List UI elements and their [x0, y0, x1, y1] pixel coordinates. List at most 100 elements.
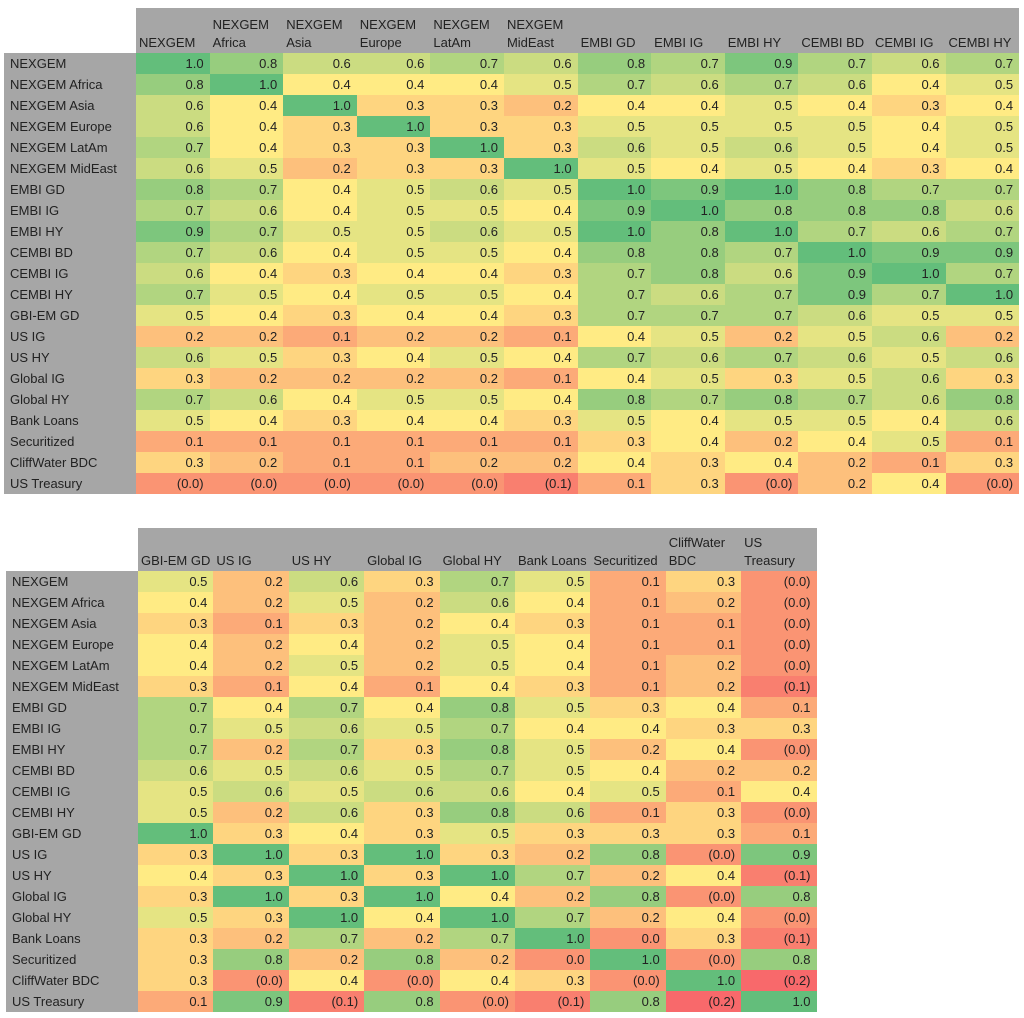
heatmap-cell: 0.2	[430, 326, 504, 347]
heatmap-cell: 0.4	[430, 305, 504, 326]
heatmap-cell: (0.1)	[741, 928, 817, 949]
heatmap-cell: 1.0	[136, 53, 210, 74]
row-header-cliffwater-bdc: CliffWater BDC	[4, 452, 136, 473]
heatmap-cell: 0.1	[503, 431, 578, 452]
row-header-cembi-bd: CEMBI BD	[6, 760, 138, 781]
heatmap-cell: 0.6	[577, 137, 652, 158]
heatmap-cell: 0.6	[209, 242, 284, 263]
table-row: CEMBI IG 0.5 0.6 0.5 0.6 0.6 0.4 0.5 0.1 0.4	[6, 781, 817, 802]
heatmap-cell: 0.7	[724, 284, 799, 305]
row-header-nexgem-europe: NEXGEM Europe	[6, 634, 138, 655]
heatmap-cell: 0.2	[590, 907, 666, 928]
heatmap-cell: 0.2	[209, 368, 284, 389]
heatmap-cell: 0.4	[138, 655, 214, 676]
heatmap-cell: 0.5	[945, 116, 1020, 137]
heatmap-cell: 0.2	[741, 760, 817, 781]
heatmap-cell: (0.0)	[741, 613, 817, 634]
heatmap-cell: 0.1	[364, 676, 440, 697]
heatmap-cell: 0.7	[651, 305, 725, 326]
row-header-cembi-ig: CEMBI IG	[4, 263, 136, 284]
heatmap-cell: 0.3	[503, 410, 578, 431]
heatmap-cell: 0.2	[724, 326, 799, 347]
heatmap-cell: 0.3	[356, 137, 431, 158]
heatmap-cell: 0.1	[213, 676, 289, 697]
heatmap-cell: 0.2	[213, 655, 289, 676]
heatmap-cell: 0.2	[209, 452, 284, 473]
table-row: EMBI IG 0.7 0.6 0.4 0.5 0.5 0.4 0.9 1.0 0.8 0.8 0.8…	[4, 200, 1020, 221]
heatmap-cell: 1.0	[288, 865, 365, 886]
table-row: NEXGEM Asia 0.3 0.1 0.3 0.2 0.4 0.3 0.1 0.1 (0.0)	[6, 613, 817, 634]
heatmap-cell: 0.1	[665, 781, 742, 802]
heatmap-cell: 0.7	[651, 389, 725, 410]
heatmap-cell: 1.0	[590, 949, 666, 970]
heatmap-cell: 0.7	[945, 221, 1020, 242]
heatmap-cell: 0.7	[439, 718, 515, 739]
heatmap-cell: 1.0	[741, 991, 817, 1012]
heatmap-cell: 0.5	[430, 242, 504, 263]
table-row: US HY 0.4 0.3 1.0 0.3 1.0 0.7 0.2 0.4 (0.1)	[6, 865, 817, 886]
heatmap-cell: 0.5	[577, 410, 652, 431]
heatmap-cell: 0.7	[136, 389, 210, 410]
heatmap-cell: 0.7	[138, 697, 214, 718]
table-row: NEXGEM Asia 0.6 0.4 1.0 0.3 0.3 0.2 0.4 0.4 0.5 0.…	[4, 95, 1020, 116]
heatmap-cell: 0.3	[283, 263, 357, 284]
row-header-nexgem-asia: NEXGEM Asia	[6, 613, 138, 634]
heatmap-cell: 0.8	[945, 389, 1020, 410]
row-header-nexgem-mideast: NEXGEM MidEast	[6, 676, 138, 697]
heatmap-cell: 0.7	[724, 74, 799, 95]
heatmap-cell: 0.7	[577, 305, 652, 326]
heatmap-cell: 0.6	[430, 179, 504, 200]
heatmap-cell: 0.6	[798, 347, 872, 368]
heatmap-cell: (0.1)	[503, 473, 578, 494]
heatmap-cell: 0.6	[288, 571, 365, 592]
heatmap-cell: 0.5	[138, 781, 214, 802]
heatmap-cell: 0.4	[651, 95, 725, 116]
heatmap-cell: 0.8	[871, 200, 946, 221]
heatmap-cell: 0.4	[356, 305, 431, 326]
heatmap-cell: 1.0	[798, 242, 872, 263]
heatmap-cell: 0.7	[138, 739, 214, 760]
row-header-bank-loans: Bank Loans	[4, 410, 136, 431]
heatmap-cell: 0.3	[138, 886, 214, 907]
row-header-embi-hy: EMBI HY	[6, 739, 138, 760]
row-header-nexgem-asia: NEXGEM Asia	[4, 95, 136, 116]
heatmap-cell: 0.6	[871, 221, 946, 242]
row-header-gbi-em-gd: GBI-EM GD	[6, 823, 138, 844]
heatmap-cell: 0.4	[283, 179, 357, 200]
heatmap-cell: 0.5	[798, 137, 872, 158]
heatmap-cell: 0.8	[439, 802, 515, 823]
heatmap-cell: 0.5	[724, 116, 799, 137]
heatmap-cell: 0.3	[514, 676, 591, 697]
heatmap-cell: 0.6	[724, 137, 799, 158]
heatmap-cell: (0.0)	[741, 739, 817, 760]
heatmap-cell: 0.4	[209, 263, 284, 284]
heatmap-cell: 0.4	[514, 634, 591, 655]
heatmap-cell: 0.4	[138, 634, 214, 655]
heatmap-cell: 0.3	[724, 368, 799, 389]
heatmap-cell: (0.0)	[430, 473, 504, 494]
heatmap-cell: 0.8	[577, 53, 652, 74]
column-header-global-hy: Global HY	[439, 528, 515, 571]
heatmap-cell: 1.0	[439, 907, 515, 928]
heatmap-cell: 0.8	[213, 949, 289, 970]
heatmap-cell: 0.1	[590, 571, 666, 592]
row-header-securitized: Securitized	[4, 431, 136, 452]
heatmap-cell: 0.2	[213, 592, 289, 613]
heatmap-cell: 0.7	[514, 865, 591, 886]
heatmap-cell: 0.7	[209, 179, 284, 200]
heatmap-cell: 0.1	[590, 592, 666, 613]
column-header-securitized: Securitized	[590, 528, 666, 571]
heatmap-cell: 0.1	[741, 823, 817, 844]
corner-cell	[6, 528, 138, 571]
heatmap-cell: 0.3	[138, 613, 214, 634]
heatmap-cell: (0.0)	[590, 970, 666, 991]
heatmap-cell: 0.4	[577, 95, 652, 116]
heatmap-cell: 0.5	[213, 760, 289, 781]
row-header-global-ig: Global IG	[6, 886, 138, 907]
heatmap-cell: 0.4	[288, 676, 365, 697]
heatmap-cell: 0.2	[439, 949, 515, 970]
row-header-cembi-hy: CEMBI HY	[4, 284, 136, 305]
heatmap-cell: 0.2	[665, 655, 742, 676]
heatmap-cell: 0.1	[577, 473, 652, 494]
heatmap-cell: 0.2	[209, 326, 284, 347]
